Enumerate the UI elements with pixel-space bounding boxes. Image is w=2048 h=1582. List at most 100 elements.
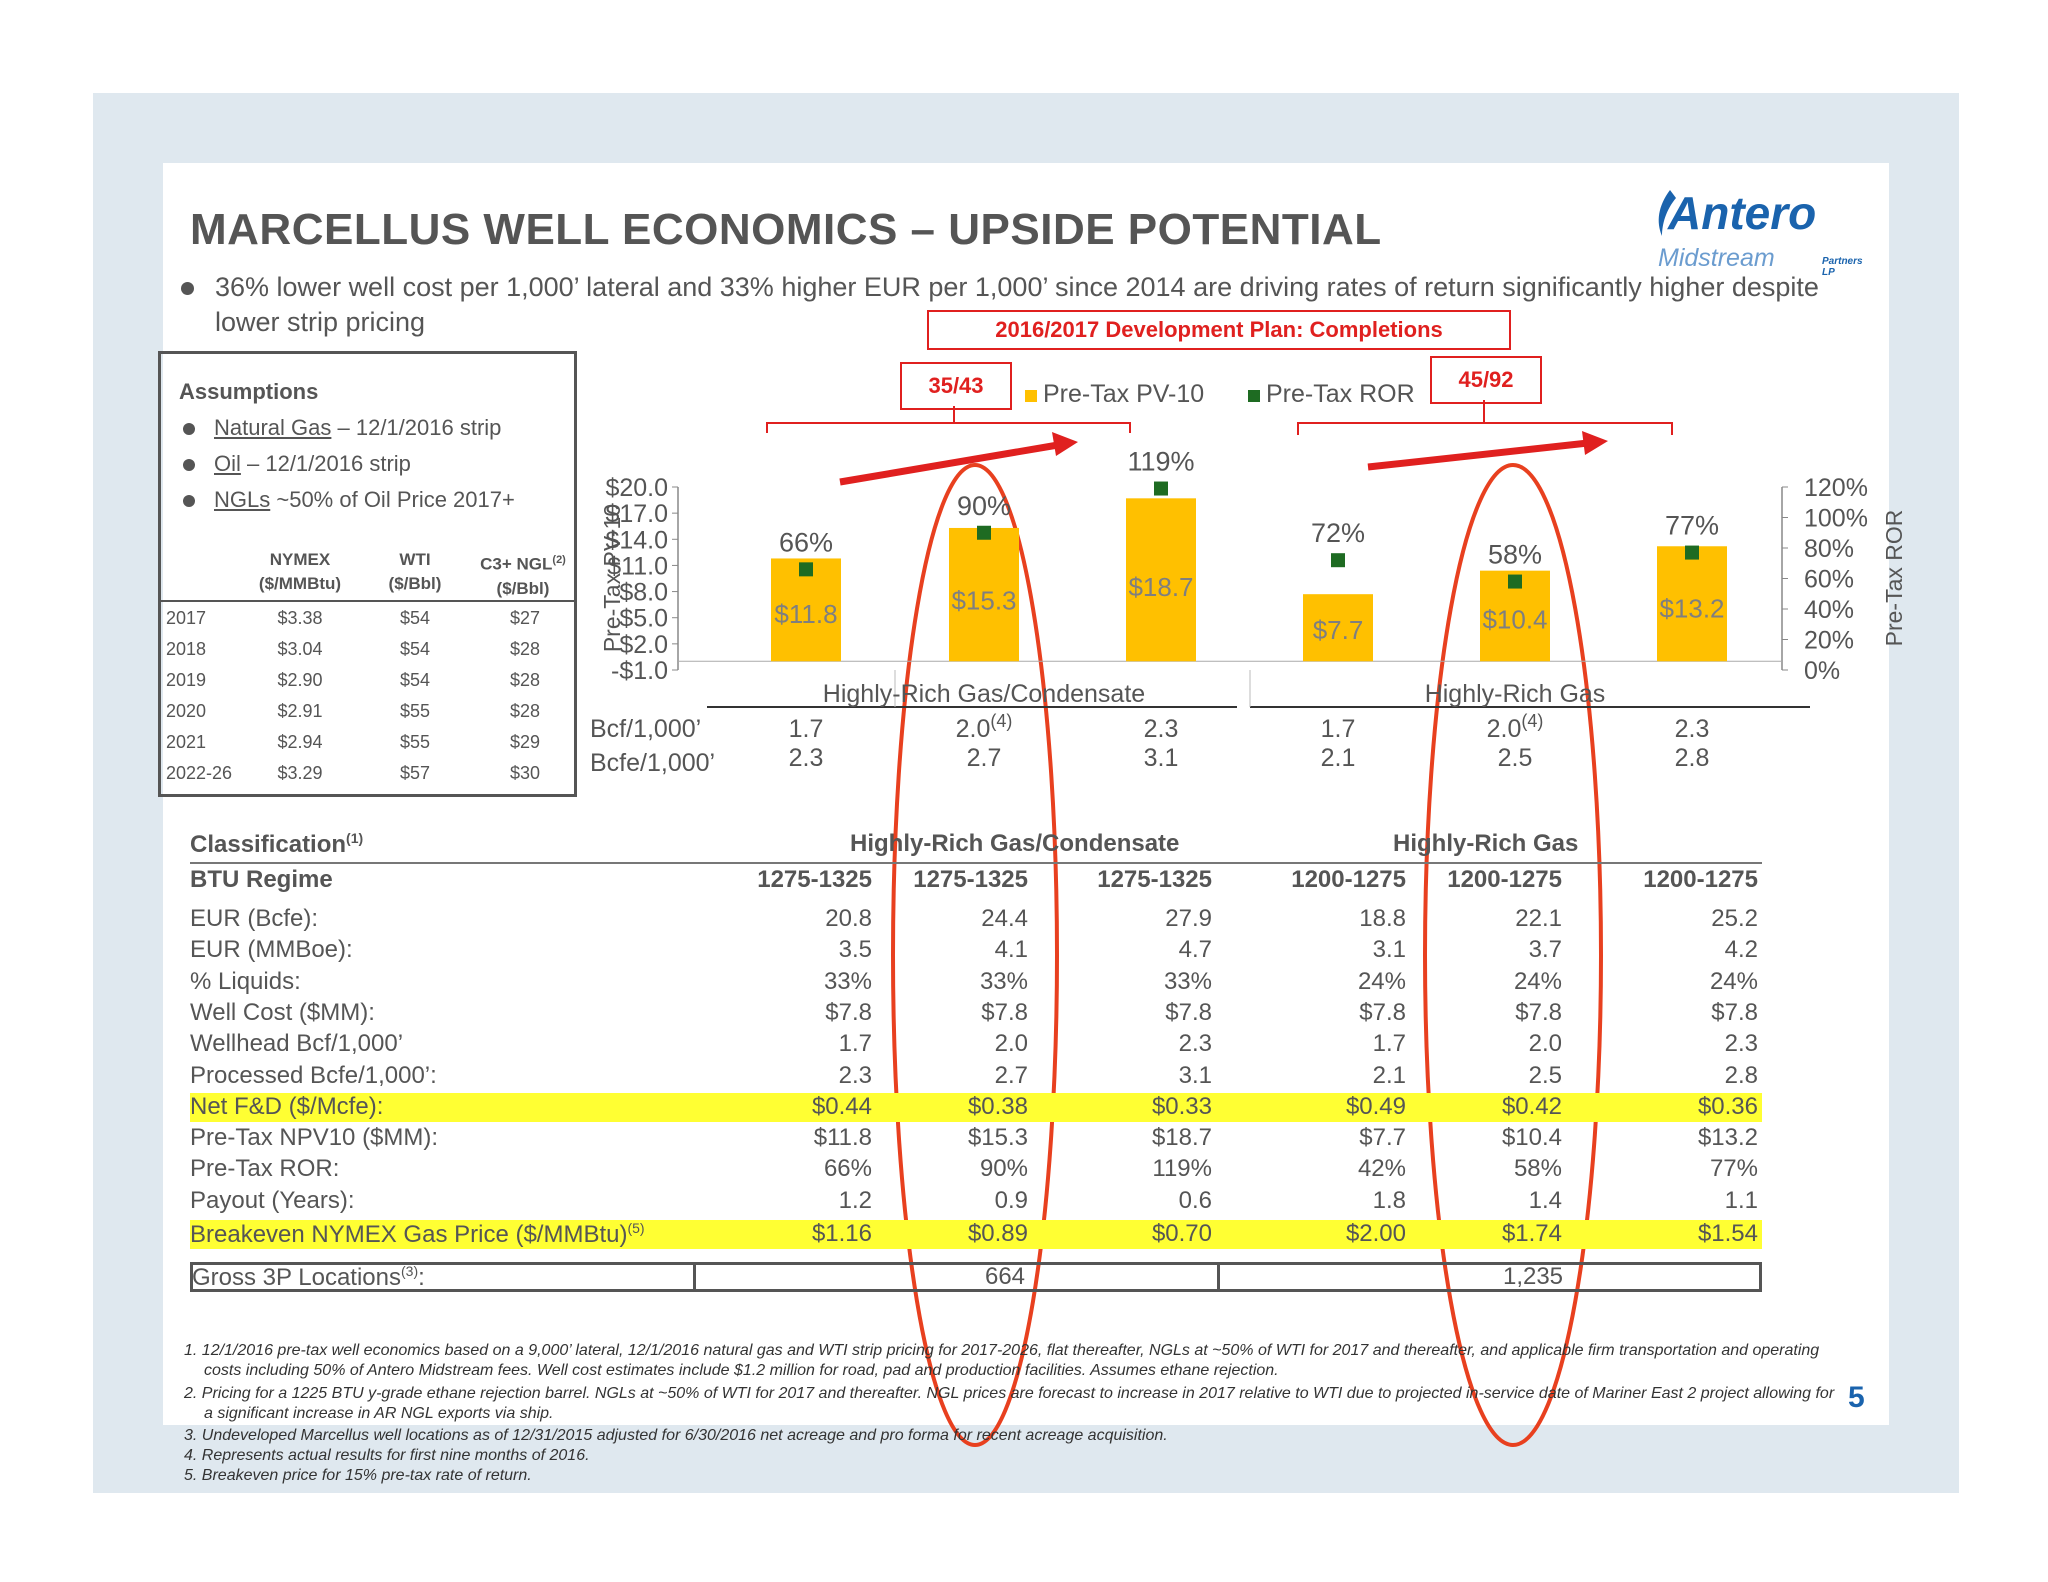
y-right-tick-label: 0% bbox=[1804, 657, 1840, 685]
classification-label: Classification(1) bbox=[190, 830, 364, 858]
ngl-price: $27 bbox=[509, 608, 541, 628]
ror-point bbox=[1508, 574, 1522, 589]
wti-price: $55 bbox=[399, 732, 431, 752]
row-value: 2.3 bbox=[1724, 1030, 1758, 1058]
row-value: 24% bbox=[1513, 967, 1562, 995]
row-value: $2.00 bbox=[1345, 1220, 1406, 1247]
row-value: 58% bbox=[1513, 1155, 1562, 1183]
pv10-bar bbox=[949, 527, 1019, 662]
callout-left: 35/43 bbox=[900, 362, 1012, 410]
nymex-year: 2022-26 bbox=[166, 763, 233, 783]
pv10-data-label: $10.4 bbox=[1482, 605, 1547, 635]
row-value: $7.8 bbox=[1711, 998, 1758, 1026]
bullet-icon bbox=[181, 282, 194, 295]
wti-price: $57 bbox=[399, 763, 431, 783]
row-value: 24% bbox=[1709, 967, 1758, 995]
btu-value: 1200-1275 bbox=[1447, 866, 1562, 893]
row-value: 4.7 bbox=[1178, 936, 1212, 964]
wti-price: $54 bbox=[399, 670, 431, 690]
row-value: $0.89 bbox=[967, 1220, 1028, 1247]
row-value: $0.49 bbox=[1345, 1092, 1406, 1120]
wti-price: $55 bbox=[399, 701, 431, 721]
assumption-item: Natural Gas – 12/1/2016 strip bbox=[214, 415, 502, 440]
bcfe-value: 2.5 bbox=[1498, 744, 1533, 772]
ror-data-label: 72% bbox=[1311, 518, 1365, 548]
row-value: $0.42 bbox=[1501, 1092, 1562, 1120]
nymex-header: NYMEX ($/MMBtu) bbox=[258, 550, 342, 593]
row-value: 3.5 bbox=[838, 936, 872, 964]
row-value: $7.8 bbox=[981, 998, 1028, 1026]
bullet-icon bbox=[183, 495, 195, 507]
pv10-bar bbox=[1303, 594, 1373, 662]
row-value: 3.1 bbox=[1372, 936, 1406, 964]
intro-text: 36% lower well cost per 1,000’ lateral a… bbox=[215, 272, 1819, 337]
gross-value: 664 bbox=[984, 1263, 1026, 1290]
nymex-year: 2019 bbox=[166, 670, 207, 690]
ror-point bbox=[1685, 545, 1699, 560]
row-value: 33% bbox=[823, 967, 872, 995]
row-value: 18.8 bbox=[1359, 905, 1406, 932]
bcfe-value: 2.1 bbox=[1321, 744, 1356, 772]
row-value: 4.2 bbox=[1724, 936, 1758, 964]
bullet-icon bbox=[183, 423, 195, 435]
row-value: 27.9 bbox=[1165, 905, 1212, 932]
legend-pv10-label: Pre-Tax PV-10 bbox=[1043, 380, 1205, 408]
row-value: 77% bbox=[1709, 1155, 1758, 1183]
footnote: 2. Pricing for a 1225 BTU y-grade ethane… bbox=[184, 1385, 1835, 1422]
row-value: $7.8 bbox=[825, 998, 872, 1026]
dev-plan-box: 2016/2017 Development Plan: Completions bbox=[927, 310, 1511, 350]
row-value: 22.1 bbox=[1515, 905, 1562, 932]
row-value: 2.3 bbox=[838, 1061, 872, 1089]
row-value: 25.2 bbox=[1711, 905, 1758, 932]
row-label: EUR (MMBoe): bbox=[190, 936, 353, 964]
wti-header: WTI ($/Bbl) bbox=[388, 550, 442, 593]
ror-data-label: 66% bbox=[779, 527, 833, 557]
y-right-axis-label: Pre-Tax ROR bbox=[1881, 510, 1907, 647]
row-value: 20.8 bbox=[825, 905, 872, 932]
nymex-year: 2021 bbox=[166, 732, 207, 752]
btu-value: 1275-1325 bbox=[757, 866, 872, 893]
gross-divider bbox=[693, 1262, 696, 1292]
gross-divider bbox=[1217, 1262, 1220, 1292]
footnote: 5. Breakeven price for 15% pre-tax rate … bbox=[184, 1467, 532, 1484]
ngl-price: $28 bbox=[509, 670, 541, 690]
ngl-price: $28 bbox=[509, 701, 541, 721]
bcf-value: 2.3 bbox=[1144, 715, 1179, 743]
row-value: $11.8 bbox=[813, 1124, 872, 1152]
row-value: 1.7 bbox=[1372, 1030, 1406, 1058]
ror-data-label: 119% bbox=[1127, 447, 1194, 477]
ngl-header: C3+ NGL(2) ($/Bbl) bbox=[480, 554, 566, 598]
nymex-year: 2017 bbox=[166, 608, 207, 628]
ror-data-label: 77% bbox=[1665, 511, 1719, 541]
row-label: Payout (Years): bbox=[190, 1186, 355, 1214]
nymex-price: $3.29 bbox=[277, 763, 323, 783]
row-value: 2.8 bbox=[1724, 1061, 1758, 1089]
y-right-tick-label: 100% bbox=[1804, 505, 1868, 533]
ror-data-label: 58% bbox=[1488, 540, 1542, 570]
highlight-band bbox=[190, 1220, 1762, 1249]
footnote: 1. 12/1/2016 pre-tax well economics base… bbox=[184, 1342, 1820, 1379]
bullet-icon bbox=[183, 459, 195, 471]
row-label: Pre-Tax NPV10 ($MM): bbox=[190, 1124, 439, 1152]
row-value: 66% bbox=[823, 1155, 872, 1183]
footnote: 3. Undeveloped Marcellus well locations … bbox=[184, 1427, 1168, 1444]
row-label: Net F&D ($/Mcfe): bbox=[190, 1092, 384, 1120]
row-value: 2.0 bbox=[1528, 1030, 1562, 1058]
nymex-price: $3.38 bbox=[277, 608, 323, 628]
ror-point bbox=[1331, 553, 1345, 568]
nymex-year: 2018 bbox=[166, 639, 207, 659]
group1-label: Highly-Rich Gas/Condensate bbox=[850, 830, 1180, 857]
legend-ror-swatch bbox=[1248, 390, 1260, 402]
row-value: 0.9 bbox=[994, 1186, 1028, 1214]
ror-data-label: 90% bbox=[957, 491, 1011, 521]
nymex-price: $2.90 bbox=[277, 670, 323, 690]
gross-locations-box bbox=[190, 1262, 1762, 1292]
btu-value: 1200-1275 bbox=[1291, 866, 1406, 893]
assumptions-box bbox=[158, 351, 577, 797]
row-label: EUR (Bcfe): bbox=[190, 905, 319, 932]
logo-lp-text: Partners LP bbox=[1822, 256, 1863, 278]
logo-sub-text: Midstream bbox=[1658, 244, 1775, 272]
group-label: Highly-Rich Gas/Condensate bbox=[823, 680, 1145, 708]
pv10-data-label: $11.8 bbox=[774, 599, 837, 629]
